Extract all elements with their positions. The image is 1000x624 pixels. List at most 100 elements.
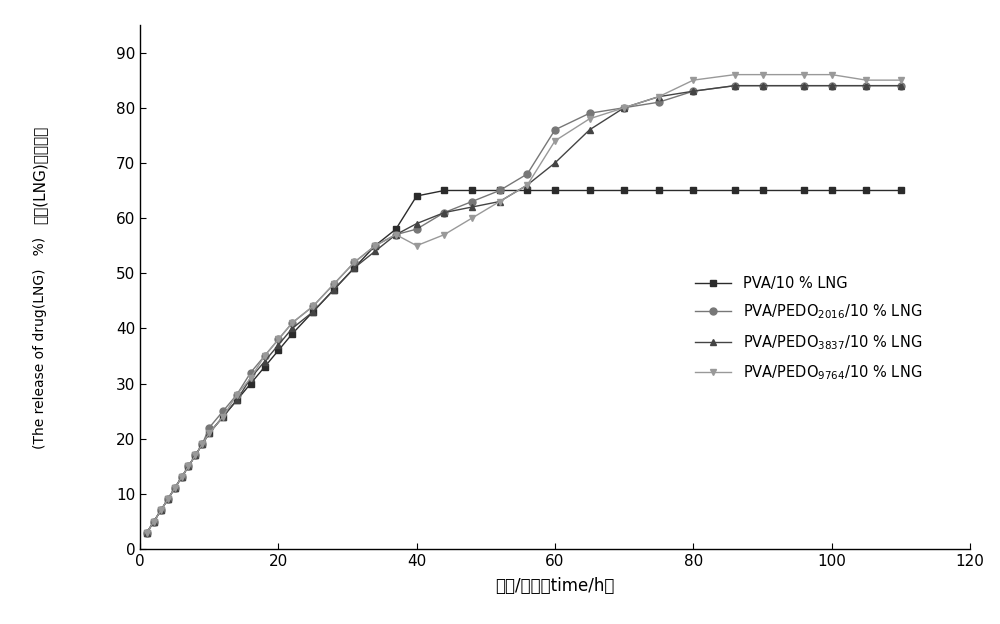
PVA/PEDO$_{3837}$/10 % LNG — [549, 159, 561, 167]
PVA/10 % LNG — [687, 187, 699, 194]
PVA/PEDO$_{3837}$/10 % LNG — [155, 507, 167, 514]
PVA/10 % LNG — [798, 187, 810, 194]
PVA/PEDO$_{3837}$/10 % LNG — [258, 358, 270, 365]
PVA/10 % LNG — [438, 187, 450, 194]
PVA/PEDO$_{3837}$/10 % LNG — [286, 324, 298, 332]
PVA/PEDO$_{3837}$/10 % LNG — [895, 82, 907, 89]
PVA/PEDO$_{3837}$/10 % LNG — [494, 198, 506, 205]
PVA/PEDO$_{9764}$/10 % LNG — [189, 452, 201, 459]
PVA/PEDO$_{3837}$/10 % LNG — [148, 518, 160, 525]
PVA/PEDO$_{2016}$/10 % LNG — [203, 424, 215, 431]
PVA/PEDO$_{2016}$/10 % LNG — [286, 319, 298, 326]
Line: PVA/PEDO$_{9764}$/10 % LNG: PVA/PEDO$_{9764}$/10 % LNG — [143, 71, 904, 536]
PVA/PEDO$_{9764}$/10 % LNG — [729, 71, 741, 79]
PVA/PEDO$_{2016}$/10 % LNG — [521, 170, 533, 178]
PVA/PEDO$_{2016}$/10 % LNG — [182, 462, 194, 470]
Line: PVA/10 % LNG: PVA/10 % LNG — [143, 187, 904, 536]
PVA/10 % LNG — [328, 286, 340, 293]
PVA/PEDO$_{9764}$/10 % LNG — [860, 76, 872, 84]
PVA/PEDO$_{3837}$/10 % LNG — [411, 220, 423, 227]
PVA/PEDO$_{9764}$/10 % LNG — [826, 71, 838, 79]
PVA/10 % LNG — [189, 452, 201, 459]
PVA/10 % LNG — [618, 187, 630, 194]
Text: 药物(LNG)释放率％: 药物(LNG)释放率％ — [32, 125, 48, 224]
PVA/PEDO$_{9764}$/10 % LNG — [169, 485, 181, 492]
PVA/PEDO$_{2016}$/10 % LNG — [328, 281, 340, 288]
PVA/10 % LNG — [231, 396, 243, 404]
PVA/PEDO$_{2016}$/10 % LNG — [189, 452, 201, 459]
PVA/PEDO$_{9764}$/10 % LNG — [687, 76, 699, 84]
PVA/PEDO$_{2016}$/10 % LNG — [245, 369, 257, 376]
PVA/PEDO$_{9764}$/10 % LNG — [196, 441, 208, 448]
PVA/PEDO$_{9764}$/10 % LNG — [286, 319, 298, 326]
PVA/10 % LNG — [466, 187, 478, 194]
PVA/10 % LNG — [307, 308, 319, 316]
PVA/PEDO$_{9764}$/10 % LNG — [148, 518, 160, 525]
PVA/10 % LNG — [348, 264, 360, 271]
PVA/PEDO$_{2016}$/10 % LNG — [584, 109, 596, 117]
PVA/PEDO$_{9764}$/10 % LNG — [176, 474, 188, 481]
PVA/PEDO$_{2016}$/10 % LNG — [307, 303, 319, 310]
PVA/10 % LNG — [182, 462, 194, 470]
PVA/10 % LNG — [369, 242, 381, 250]
PVA/PEDO$_{9764}$/10 % LNG — [155, 507, 167, 514]
PVA/10 % LNG — [162, 495, 174, 503]
PVA/PEDO$_{2016}$/10 % LNG — [272, 336, 284, 343]
PVA/10 % LNG — [286, 330, 298, 338]
PVA/PEDO$_{2016}$/10 % LNG — [860, 82, 872, 89]
PVA/PEDO$_{3837}$/10 % LNG — [196, 441, 208, 448]
PVA/PEDO$_{9764}$/10 % LNG — [217, 413, 229, 421]
PVA/PEDO$_{3837}$/10 % LNG — [307, 308, 319, 316]
PVA/PEDO$_{3837}$/10 % LNG — [245, 374, 257, 382]
PVA/PEDO$_{9764}$/10 % LNG — [521, 181, 533, 188]
PVA/PEDO$_{2016}$/10 % LNG — [687, 87, 699, 95]
Legend: PVA/10 % LNG, PVA/PEDO$_{2016}$/10 % LNG, PVA/PEDO$_{3837}$/10 % LNG, PVA/PEDO$_: PVA/10 % LNG, PVA/PEDO$_{2016}$/10 % LNG… — [688, 268, 930, 389]
PVA/10 % LNG — [148, 518, 160, 525]
PVA/PEDO$_{9764}$/10 % LNG — [584, 115, 596, 122]
PVA/PEDO$_{2016}$/10 % LNG — [826, 82, 838, 89]
PVA/10 % LNG — [521, 187, 533, 194]
PVA/PEDO$_{3837}$/10 % LNG — [231, 396, 243, 404]
PVA/10 % LNG — [653, 187, 665, 194]
PVA/PEDO$_{3837}$/10 % LNG — [798, 82, 810, 89]
PVA/10 % LNG — [494, 187, 506, 194]
PVA/10 % LNG — [176, 474, 188, 481]
PVA/PEDO$_{2016}$/10 % LNG — [390, 231, 402, 238]
PVA/PEDO$_{9764}$/10 % LNG — [258, 353, 270, 360]
PVA/10 % LNG — [729, 187, 741, 194]
X-axis label: 时间/小时（time/h）: 时间/小时（time/h） — [495, 577, 615, 595]
Line: PVA/PEDO$_{2016}$/10 % LNG: PVA/PEDO$_{2016}$/10 % LNG — [143, 82, 904, 536]
PVA/PEDO$_{9764}$/10 % LNG — [162, 495, 174, 503]
PVA/PEDO$_{2016}$/10 % LNG — [466, 198, 478, 205]
PVA/PEDO$_{3837}$/10 % LNG — [348, 264, 360, 271]
PVA/PEDO$_{9764}$/10 % LNG — [494, 198, 506, 205]
PVA/PEDO$_{3837}$/10 % LNG — [390, 231, 402, 238]
PVA/PEDO$_{3837}$/10 % LNG — [584, 126, 596, 134]
PVA/PEDO$_{2016}$/10 % LNG — [438, 209, 450, 217]
PVA/PEDO$_{3837}$/10 % LNG — [272, 341, 284, 349]
PVA/PEDO$_{2016}$/10 % LNG — [162, 495, 174, 503]
PVA/PEDO$_{9764}$/10 % LNG — [231, 391, 243, 398]
PVA/PEDO$_{3837}$/10 % LNG — [860, 82, 872, 89]
PVA/PEDO$_{9764}$/10 % LNG — [549, 137, 561, 145]
PVA/PEDO$_{2016}$/10 % LNG — [196, 441, 208, 448]
PVA/10 % LNG — [826, 187, 838, 194]
PVA/PEDO$_{3837}$/10 % LNG — [826, 82, 838, 89]
PVA/10 % LNG — [860, 187, 872, 194]
PVA/PEDO$_{2016}$/10 % LNG — [798, 82, 810, 89]
PVA/PEDO$_{3837}$/10 % LNG — [176, 474, 188, 481]
PVA/PEDO$_{9764}$/10 % LNG — [328, 281, 340, 288]
PVA/10 % LNG — [549, 187, 561, 194]
PVA/PEDO$_{2016}$/10 % LNG — [757, 82, 769, 89]
PVA/PEDO$_{9764}$/10 % LNG — [348, 258, 360, 266]
PVA/PEDO$_{9764}$/10 % LNG — [411, 242, 423, 250]
PVA/PEDO$_{3837}$/10 % LNG — [217, 413, 229, 421]
PVA/PEDO$_{2016}$/10 % LNG — [729, 82, 741, 89]
PVA/PEDO$_{2016}$/10 % LNG — [895, 82, 907, 89]
PVA/PEDO$_{9764}$/10 % LNG — [307, 303, 319, 310]
PVA/PEDO$_{9764}$/10 % LNG — [203, 429, 215, 437]
PVA/10 % LNG — [757, 187, 769, 194]
PVA/10 % LNG — [217, 413, 229, 421]
PVA/10 % LNG — [141, 529, 153, 536]
PVA/PEDO$_{2016}$/10 % LNG — [369, 242, 381, 250]
